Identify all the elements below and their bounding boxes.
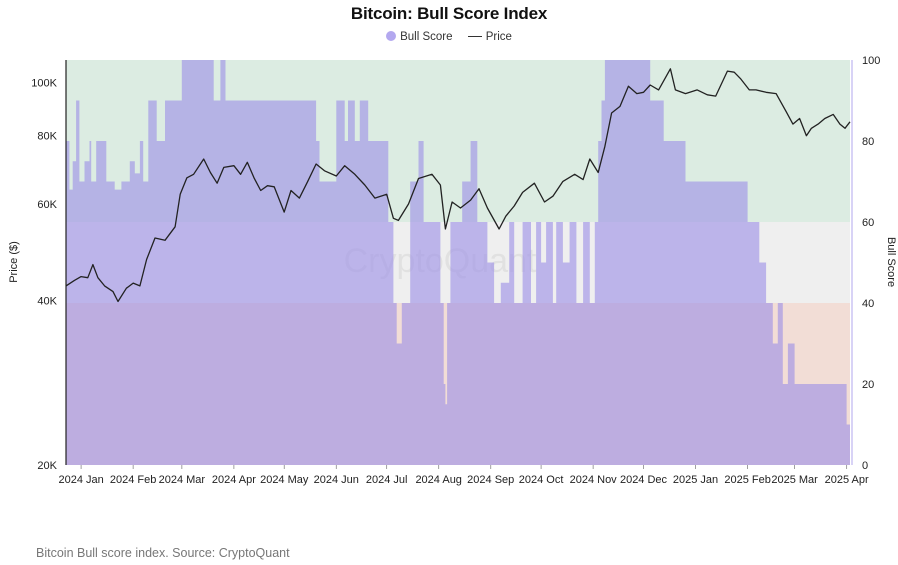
- x-tick-label-3: 2024 Apr: [212, 474, 256, 486]
- right-tick-label-5: 100: [862, 55, 880, 67]
- left-axis-ticks: 20K 40K 60K 80K 100K: [31, 78, 57, 472]
- x-tick-label-9: 2024 Oct: [519, 474, 564, 486]
- x-tick-label-11: 2024 Dec: [620, 474, 668, 486]
- series-price-line: [65, 68, 851, 303]
- right-axis-ticks: 0 20 40 60 80 100: [862, 55, 880, 472]
- right-tick-label-2: 40: [862, 298, 874, 310]
- x-axis-ticks: 2024 Jan 2024 Feb 2024 Mar 2024 Apr 2024 May…: [58, 465, 869, 486]
- x-tick-label-2: 2024 Mar: [159, 474, 206, 486]
- left-axis-title: Price ($): [8, 241, 20, 283]
- chart-legend: Bull Score Price: [0, 31, 898, 43]
- x-tick-label-5: 2024 Jun: [314, 474, 359, 486]
- figure-caption: Bitcoin Bull score index. Source: Crypto…: [36, 546, 290, 560]
- left-tick-label-0: 20K: [37, 460, 57, 472]
- left-tick-label-3: 80K: [37, 131, 57, 143]
- right-axis-title: Bull Score: [885, 237, 897, 287]
- x-tick-label-12: 2025 Jan: [673, 474, 718, 486]
- right-tick-label-3: 60: [862, 217, 874, 229]
- legend-label-price: Price: [485, 31, 512, 43]
- legend-item-bull-score[interactable]: Bull Score: [386, 31, 453, 43]
- series-bull-score-area: [66, 60, 850, 465]
- right-tick-label-4: 80: [862, 136, 874, 148]
- right-tick-label-0: 0: [862, 460, 868, 472]
- left-tick-label-2: 60K: [37, 199, 57, 211]
- x-tick-label-13: 2025 Feb: [724, 474, 770, 486]
- x-tick-label-15: 2025 Apr: [825, 474, 869, 486]
- x-tick-label-6: 2024 Jul: [366, 474, 408, 486]
- legend-swatch-price: [467, 36, 482, 37]
- right-tick-label-1: 20: [862, 379, 874, 391]
- chart-title: Bitcoin: Bull Score Index: [350, 4, 548, 23]
- left-tick-label-4: 100K: [31, 78, 57, 90]
- legend-swatch-bull-score: [386, 31, 397, 41]
- left-tick-label-1: 40K: [37, 295, 57, 307]
- x-tick-label-14: 2025 Mar: [771, 474, 818, 486]
- x-tick-label-4: 2024 May: [260, 474, 309, 486]
- x-tick-label-10: 2024 Nov: [570, 474, 618, 486]
- x-tick-label-0: 2024 Jan: [58, 474, 103, 486]
- x-tick-label-8: 2024 Sep: [467, 474, 514, 486]
- x-tick-label-1: 2024 Feb: [110, 474, 156, 486]
- x-tick-label-7: 2024 Aug: [415, 474, 462, 486]
- legend-label-bull-score: Bull Score: [400, 31, 453, 43]
- legend-item-price[interactable]: Price: [467, 31, 512, 43]
